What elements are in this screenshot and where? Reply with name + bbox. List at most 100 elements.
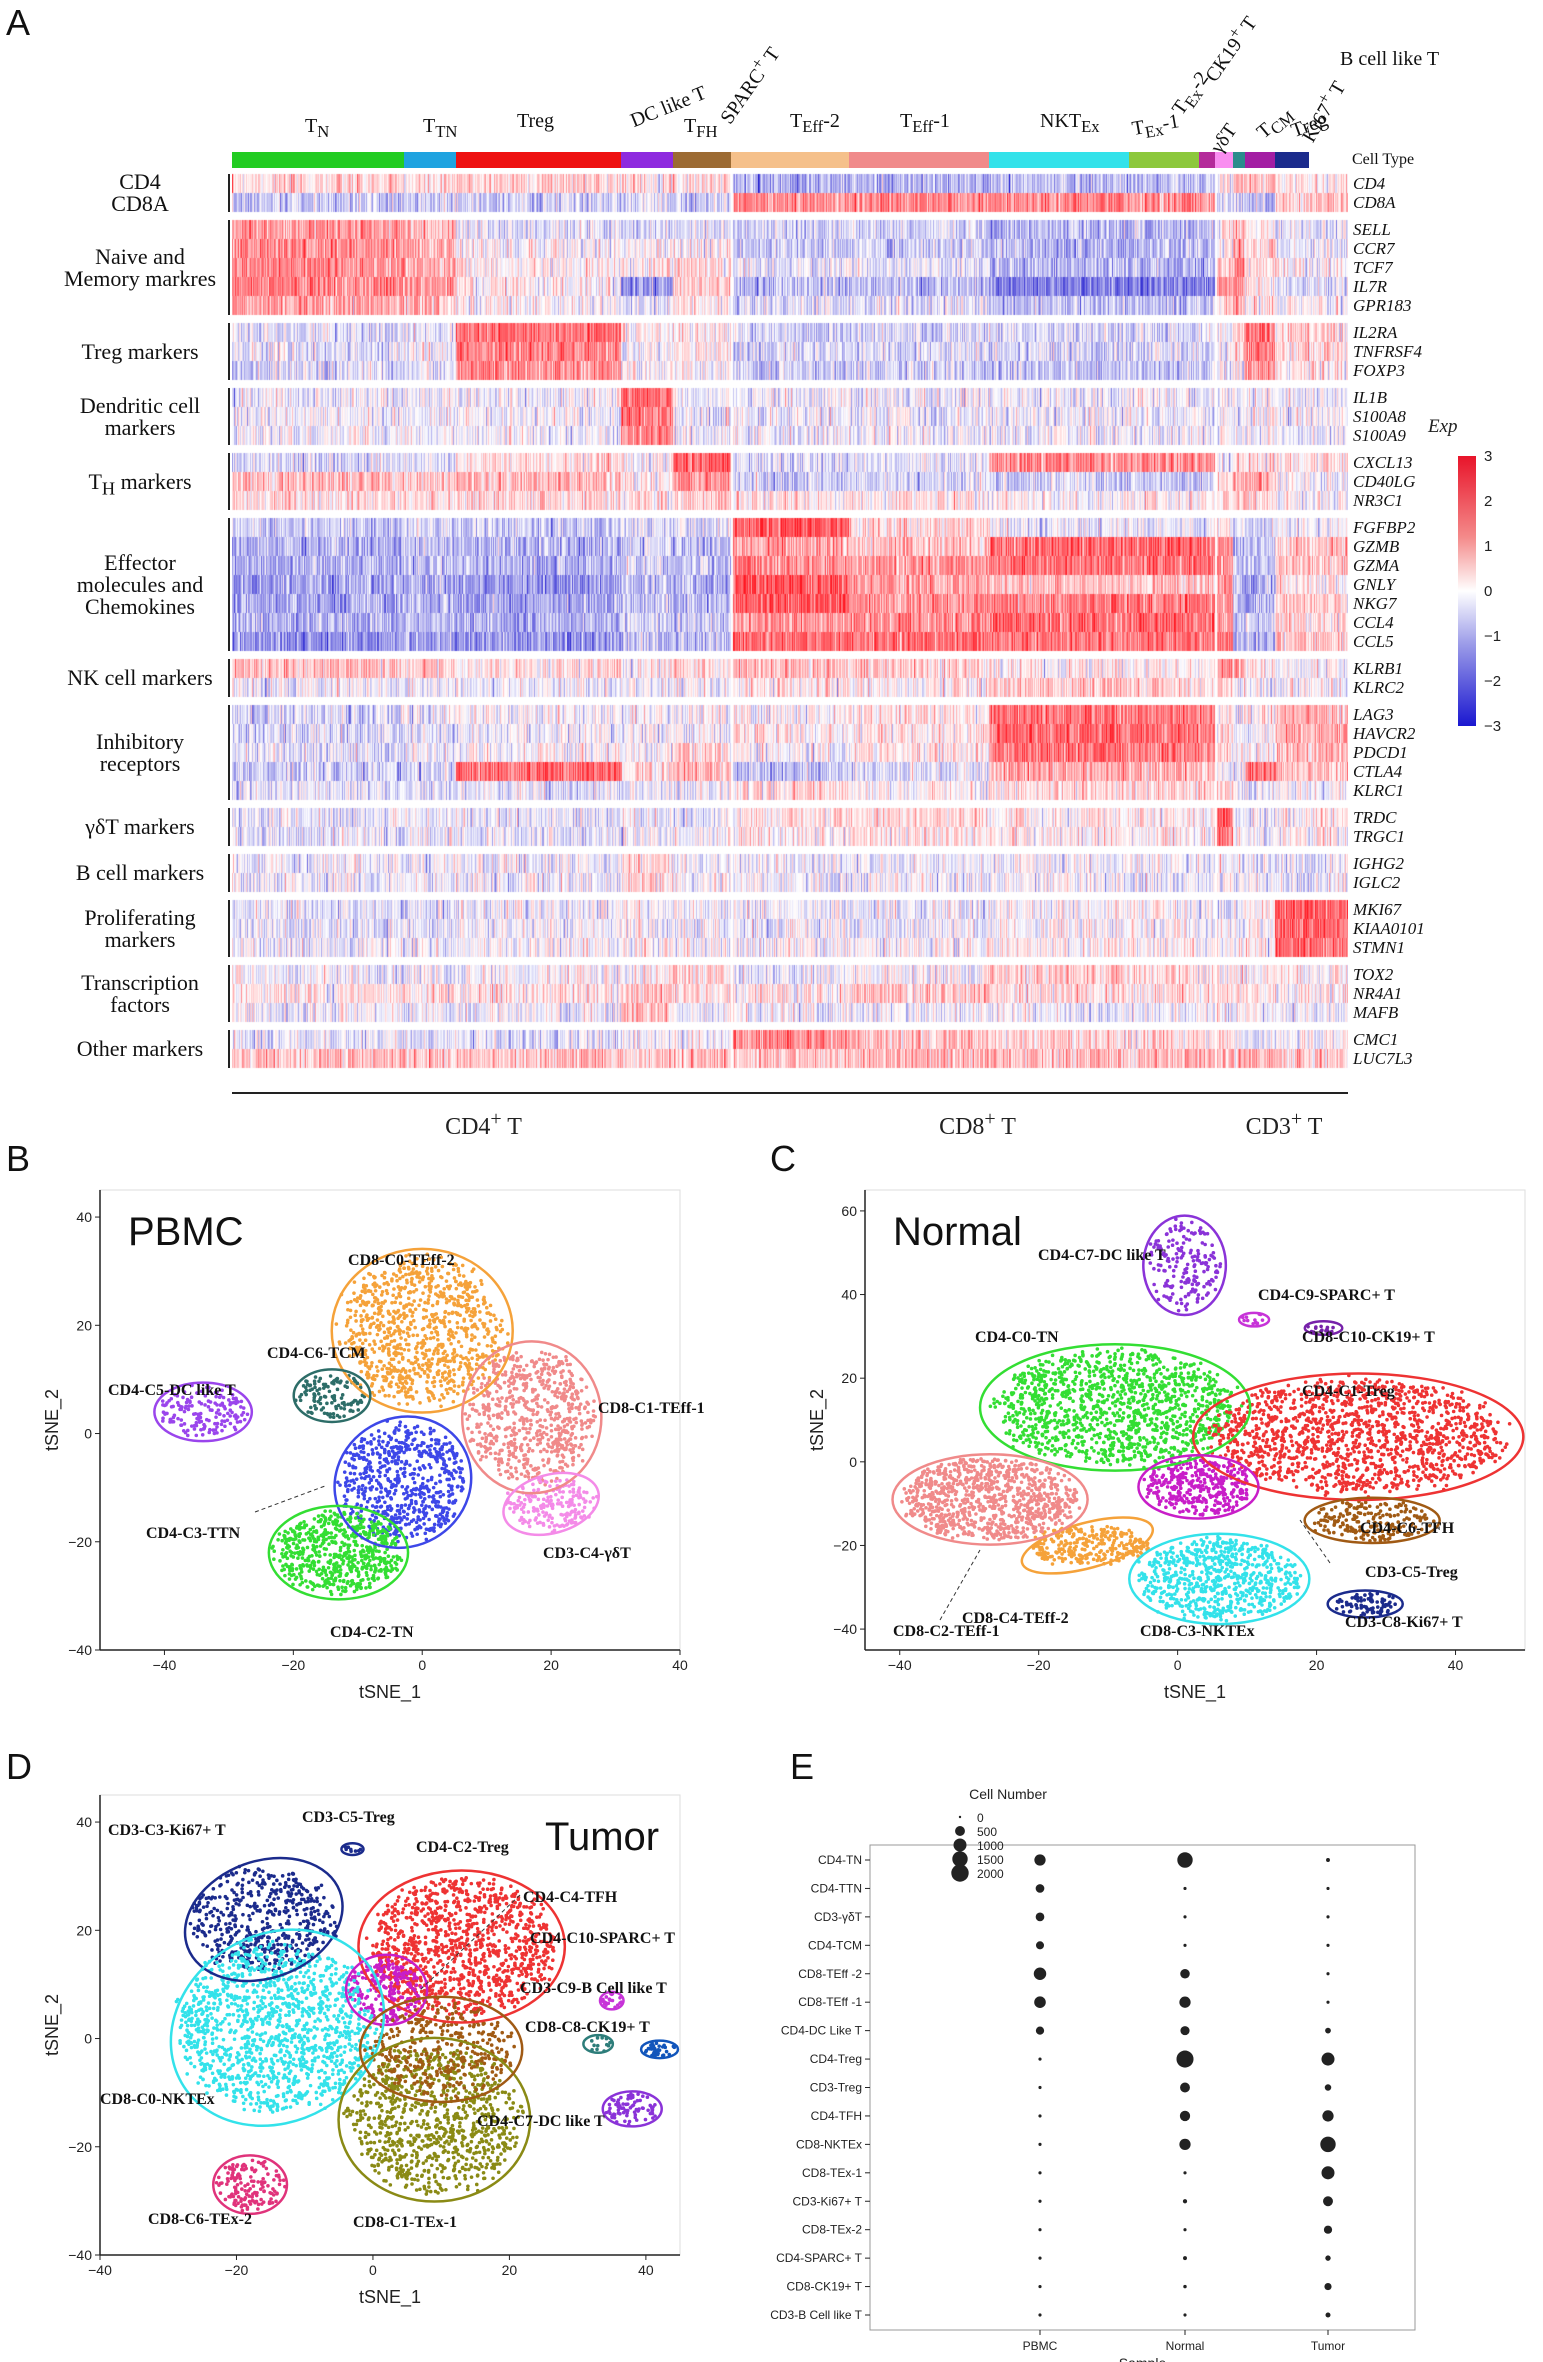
scatter-point bbox=[452, 1303, 457, 1307]
scatter-point bbox=[1209, 1277, 1214, 1282]
scatter-point bbox=[479, 1278, 483, 1283]
scatter-point bbox=[1182, 1226, 1186, 1230]
scatter-point bbox=[1063, 1414, 1067, 1419]
scatter-point bbox=[344, 1589, 348, 1593]
legend-tick-label: 1 bbox=[1484, 538, 1493, 555]
scatter-point bbox=[526, 1449, 531, 1454]
scatter-point bbox=[321, 1565, 326, 1570]
scatter-point bbox=[370, 1448, 375, 1452]
scatter-point bbox=[326, 1521, 331, 1526]
scatter-point bbox=[445, 1391, 450, 1396]
scatter-point bbox=[1037, 1416, 1041, 1420]
scatter-point bbox=[1011, 1413, 1015, 1418]
scatter-point bbox=[1091, 1369, 1096, 1374]
scatter-point bbox=[1157, 1268, 1161, 1273]
scatter-point bbox=[394, 1535, 399, 1540]
scatter-point bbox=[1175, 1260, 1179, 1264]
scatter-point bbox=[397, 1294, 401, 1298]
scatter-point bbox=[511, 1367, 516, 1371]
scatter-point bbox=[588, 1500, 593, 1504]
scatter-point bbox=[1152, 1440, 1156, 1444]
scatter-point bbox=[211, 1428, 216, 1432]
scatter-point bbox=[320, 1576, 325, 1581]
scatter-point bbox=[184, 1400, 189, 1405]
scatter-point bbox=[196, 1416, 201, 1421]
scatter-point bbox=[355, 1381, 360, 1386]
scatter-point bbox=[1083, 1413, 1088, 1417]
scatter-point bbox=[432, 1375, 436, 1380]
scatter-point bbox=[467, 1365, 472, 1369]
scatter-point bbox=[414, 1390, 419, 1394]
scatter-point bbox=[539, 1504, 544, 1508]
scatter-point bbox=[165, 1401, 169, 1405]
scatter-point bbox=[465, 1417, 470, 1422]
cell-type-color-bar bbox=[232, 152, 1348, 168]
scatter-point bbox=[470, 1269, 475, 1274]
scatter-point bbox=[378, 1460, 382, 1465]
gene-label: GZMA bbox=[1353, 556, 1400, 575]
scatter-point bbox=[417, 1280, 422, 1284]
scatter-point bbox=[531, 1409, 535, 1413]
scatter-point bbox=[400, 1381, 405, 1386]
scatter-point bbox=[371, 1474, 376, 1479]
scatter-point bbox=[370, 1513, 375, 1517]
scatter-point bbox=[573, 1444, 577, 1448]
scatter-point bbox=[1112, 1363, 1117, 1368]
scatter-point bbox=[405, 1331, 410, 1335]
scatter-point bbox=[241, 1406, 246, 1410]
scatter-point bbox=[570, 1431, 575, 1436]
scatter-point bbox=[1057, 1375, 1062, 1380]
scatter-point bbox=[301, 1384, 306, 1388]
scatter-point bbox=[494, 1389, 499, 1394]
scatter-point bbox=[548, 1484, 552, 1488]
scatter-point bbox=[1169, 1396, 1173, 1401]
scatter-point bbox=[542, 1366, 547, 1370]
scatter-point bbox=[1200, 1387, 1205, 1391]
scatter-point bbox=[401, 1509, 406, 1514]
exp-color-bar bbox=[1458, 456, 1476, 726]
scatter-point bbox=[314, 1569, 319, 1574]
scatter-point bbox=[1207, 1257, 1212, 1262]
scatter-point bbox=[280, 1538, 284, 1543]
scatter-point bbox=[1128, 1401, 1132, 1405]
cell-type-swatch bbox=[1199, 152, 1215, 168]
scatter-point bbox=[570, 1402, 575, 1407]
scatter-point bbox=[1099, 1447, 1104, 1452]
scatter-point bbox=[1122, 1363, 1127, 1368]
scatter-point bbox=[390, 1368, 395, 1373]
scatter-point bbox=[1206, 1416, 1210, 1421]
normal-y-tick-label: −20 bbox=[833, 1537, 857, 1553]
scatter-point bbox=[1080, 1350, 1085, 1354]
scatter-point bbox=[1166, 1245, 1171, 1249]
scatter-point bbox=[458, 1361, 463, 1365]
scatter-point bbox=[447, 1319, 452, 1324]
scatter-point bbox=[198, 1411, 203, 1416]
scatter-point bbox=[1120, 1402, 1124, 1406]
marker-category-label: Treg markers bbox=[81, 338, 199, 364]
scatter-point bbox=[1129, 1361, 1134, 1366]
scatter-point bbox=[430, 1274, 434, 1278]
scatter-point bbox=[463, 1361, 468, 1366]
scatter-point bbox=[1186, 1389, 1191, 1394]
scatter-point bbox=[438, 1512, 443, 1517]
scatter-point bbox=[350, 1488, 354, 1492]
scatter-point bbox=[1043, 1452, 1047, 1457]
scatter-point bbox=[377, 1285, 382, 1289]
scatter-point bbox=[1076, 1416, 1080, 1420]
scatter-point bbox=[1040, 1442, 1045, 1447]
scatter-point bbox=[592, 1399, 596, 1403]
scatter-point bbox=[403, 1386, 407, 1390]
scatter-point bbox=[1017, 1410, 1022, 1415]
scatter-point bbox=[470, 1430, 474, 1435]
scatter-point bbox=[538, 1520, 542, 1525]
scatter-point bbox=[390, 1300, 394, 1305]
scatter-point bbox=[1048, 1388, 1053, 1392]
scatter-point bbox=[1104, 1417, 1109, 1422]
scatter-point bbox=[293, 1551, 297, 1555]
scatter-point bbox=[323, 1527, 328, 1532]
cluster-label: CD4-C2-TN bbox=[330, 1624, 414, 1641]
scatter-point bbox=[452, 1500, 457, 1505]
scatter-point bbox=[407, 1522, 412, 1526]
scatter-point bbox=[376, 1369, 380, 1373]
scatter-point bbox=[382, 1275, 387, 1280]
